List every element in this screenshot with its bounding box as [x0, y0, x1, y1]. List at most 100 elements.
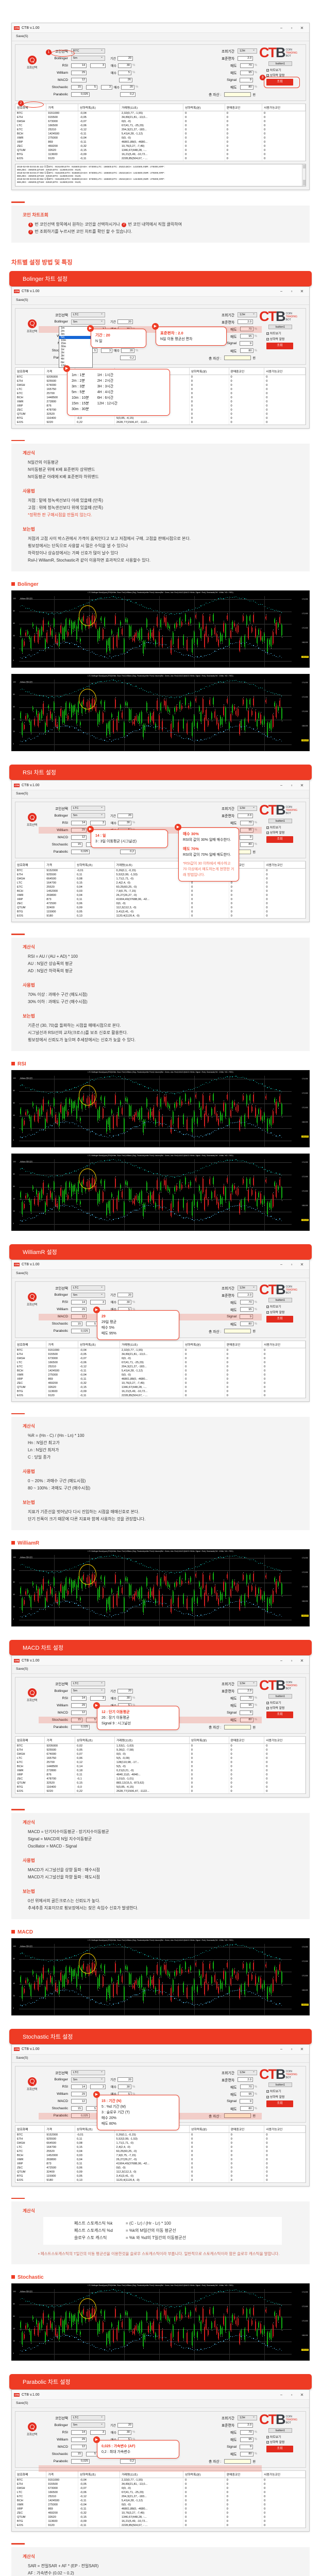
william-a-input[interactable]: 29 — [71, 1307, 87, 1312]
maximize-icon[interactable]: ▫ — [291, 783, 293, 788]
query-button[interactable]: 조회 — [266, 79, 293, 86]
rsi-buy-input[interactable]: 30 — [118, 63, 132, 68]
stoch-sell-input[interactable]: 80 — [240, 2106, 254, 2111]
table-row[interactable]: BTG 116400 -0,0 5(0,85, -4,15) 0 0 0 — [15, 1785, 306, 1789]
rsi-sell-input[interactable]: 70 — [240, 327, 254, 331]
bollinger-period-input[interactable]: 20 — [117, 1688, 133, 1693]
rsi-buy-input[interactable]: 30 — [118, 1300, 132, 1304]
william-sell-input[interactable]: 95 — [240, 2092, 254, 2096]
coin-select[interactable]: LTC — [71, 1285, 105, 1291]
checkbox-alarm[interactable]: ✓ 상하락 알람 — [266, 832, 285, 835]
rsi-sell-input[interactable]: 70 — [240, 2084, 254, 2089]
dropdown-option[interactable]: 5m — [59, 335, 92, 339]
minimize-icon[interactable]: − — [280, 289, 283, 294]
menu-save[interactable]: Save(S) — [12, 1269, 309, 1278]
william-sell-input[interactable]: 95 — [240, 1703, 254, 1708]
minimize-icon[interactable]: − — [280, 783, 283, 788]
table-row[interactable]: BTG 115900 0,05 3,41(3,41, -0) 0 0 0 — [15, 910, 306, 914]
maximize-icon[interactable]: ▫ — [291, 2047, 293, 2052]
stoch-sell-input[interactable]: 80 — [240, 1321, 254, 1326]
table-row[interactable]: BCH 1424500 -0,11 5,41(4,28, -1,12) 0 0 … — [15, 132, 306, 136]
macd-b-input[interactable]: 26 — [119, 77, 132, 82]
macd-signal-input[interactable]: 9 — [240, 1710, 253, 1715]
total-asset-input[interactable] — [224, 355, 251, 360]
stoch-sell-input[interactable]: 80 — [240, 1717, 254, 1722]
bollinger-timeframe-select[interactable]: 5m — [71, 1292, 105, 1298]
stoch-b-input[interactable]: 5 — [86, 84, 97, 90]
macd-a-input[interactable]: 12 — [71, 1314, 87, 1319]
stoch-b-input[interactable]: 5 — [86, 1717, 97, 1722]
table-row[interactable]: XMR 275000 -0,04 0(0, -0) 0 0 0 — [15, 1372, 306, 1377]
dropdown-option[interactable]: 4H — [61, 358, 64, 361]
dropdown-option[interactable]: 15m — [61, 342, 66, 345]
checkbox-alarm[interactable]: ✓ 상하락 알람 — [266, 74, 285, 78]
query-button[interactable]: 조회 — [266, 1315, 293, 1323]
table-row[interactable]: ETH 915500 -0,05 34,89(21,81, -13,0... 0… — [15, 115, 306, 120]
table-row[interactable]: XMR 269800 0,04 26,27(26,27, -0) 0 0 0 — [15, 893, 306, 897]
parabolic-a-input[interactable]: 0,025 — [71, 92, 90, 97]
table-row[interactable]: ETC 25310 -0,12 204,3(21,27, -183... 0 0 … — [15, 1364, 306, 1369]
query-period-select[interactable]: 12H — [238, 805, 257, 811]
stoch-sell-input[interactable]: 80 — [240, 348, 254, 353]
rsi-a-input[interactable]: 14 — [71, 63, 87, 68]
query-button[interactable]: 조회 — [266, 836, 293, 843]
parabolic-b-input[interactable]: 0,2 — [120, 92, 136, 97]
rsi-a-input[interactable]: 14 — [71, 1300, 87, 1304]
button1[interactable]: button1 — [268, 818, 292, 823]
stdev-input[interactable]: 2.0 — [238, 813, 253, 818]
stoch-b-input[interactable]: 5 — [86, 1321, 97, 1326]
checkbox-chart-view[interactable]: ✓ 차트보기 — [266, 826, 281, 829]
minimize-icon[interactable]: − — [280, 25, 283, 30]
table-row[interactable]: LTC 164700 0,15 2,4(2,4, -0) 0 0 0 — [15, 2145, 306, 2149]
table-row[interactable]: XMR 275000 -0,04 0(0, -0) 0 0 0 — [15, 136, 306, 140]
table-row[interactable]: BCH 1452000 0,03 7,9(0,75, -7,15) 0 0 0 — [15, 889, 306, 893]
table-row[interactable]: BTG 116400 -0,0 5(0,85, -4,15) 0 0 0 — [15, 416, 306, 420]
total-asset-input[interactable] — [224, 2113, 251, 2118]
query-period-select[interactable]: 12H — [238, 312, 257, 317]
close-icon[interactable]: ✕ — [300, 1658, 304, 1663]
maximize-icon[interactable]: ▫ — [291, 289, 293, 294]
william-sell-input[interactable]: 95 — [240, 334, 254, 338]
button1[interactable]: button1 — [268, 1693, 292, 1699]
william-sell-input[interactable]: 95 — [240, 70, 254, 75]
dropdown-option[interactable]: 1H — [61, 348, 64, 352]
dropdown-option[interactable]: 30m — [61, 345, 66, 349]
macd-signal-input[interactable]: 9 — [240, 77, 253, 82]
table-row[interactable]: BTG 115900 0,05 3,41(3,41, -0) 0 0 0 — [15, 2174, 306, 2178]
search-icon[interactable] — [27, 319, 37, 328]
timeframe-dropdown[interactable]: 1m 2m 3m 5m 10m 15m 30m 1H 2H 3H 4H 6H 12H — [59, 326, 93, 368]
maximize-icon[interactable]: ▫ — [291, 1262, 293, 1267]
parabolic-a-input[interactable]: 0,025 — [71, 849, 90, 854]
query-period-select[interactable]: 12H — [238, 1285, 257, 1291]
table-row[interactable]: EOS 9220 0,22 2628,77(1506,47, -1122... 0… — [15, 420, 306, 425]
table-row[interactable]: XRP 873 0,11 41904,49(37688,06, -42... 0 … — [15, 2161, 306, 2166]
table-row[interactable]: BTG 113600 -0,09 16,21(5,49, -10,72... 0 … — [15, 1389, 306, 1394]
stoch-buy-input[interactable]: 20 — [121, 348, 135, 353]
total-asset-input[interactable] — [224, 1724, 251, 1730]
rsi-b-input[interactable]: 3 — [90, 1696, 106, 1701]
william-a-input[interactable]: 29 — [71, 1703, 87, 1708]
checkbox-chart-view[interactable]: ✓ 차트보기 — [266, 69, 281, 72]
button1[interactable]: button1 — [268, 2082, 292, 2088]
rsi-sell-input[interactable]: 70 — [240, 1696, 254, 1701]
minimize-icon[interactable]: − — [280, 1262, 283, 1267]
button1[interactable]: button1 — [268, 325, 292, 330]
table-row[interactable]: QTUM 32620 -0,15 1346,67(448,28, -... 0 0… — [15, 1385, 306, 1389]
macd-a-input[interactable]: 12 — [71, 2099, 87, 2104]
table-row[interactable]: QTUM 32620 -0,15 1346,67(448,28, -... 0 … — [15, 148, 306, 152]
table-row[interactable]: EOS 9220 0,22 2628,77(1506,47, -1122... 0… — [15, 1789, 306, 1793]
stoch-a-input[interactable]: 15 — [71, 84, 82, 90]
macd-a-input[interactable]: 12 — [71, 1710, 87, 1715]
close-icon[interactable]: ✕ — [300, 289, 304, 294]
table-row[interactable]: ETC 25520 0,04 60,25(60,25, -0) 0 0 0 — [15, 885, 306, 889]
checkbox-alarm[interactable]: ✓ 상하락 알람 — [266, 337, 285, 341]
macd-a-input[interactable]: 12 — [71, 77, 87, 82]
macd-signal-input[interactable]: 9 — [240, 341, 253, 346]
rsi-buy-input[interactable]: 30 — [118, 820, 132, 825]
stoch-b-input[interactable]: 5 — [86, 2106, 97, 2111]
